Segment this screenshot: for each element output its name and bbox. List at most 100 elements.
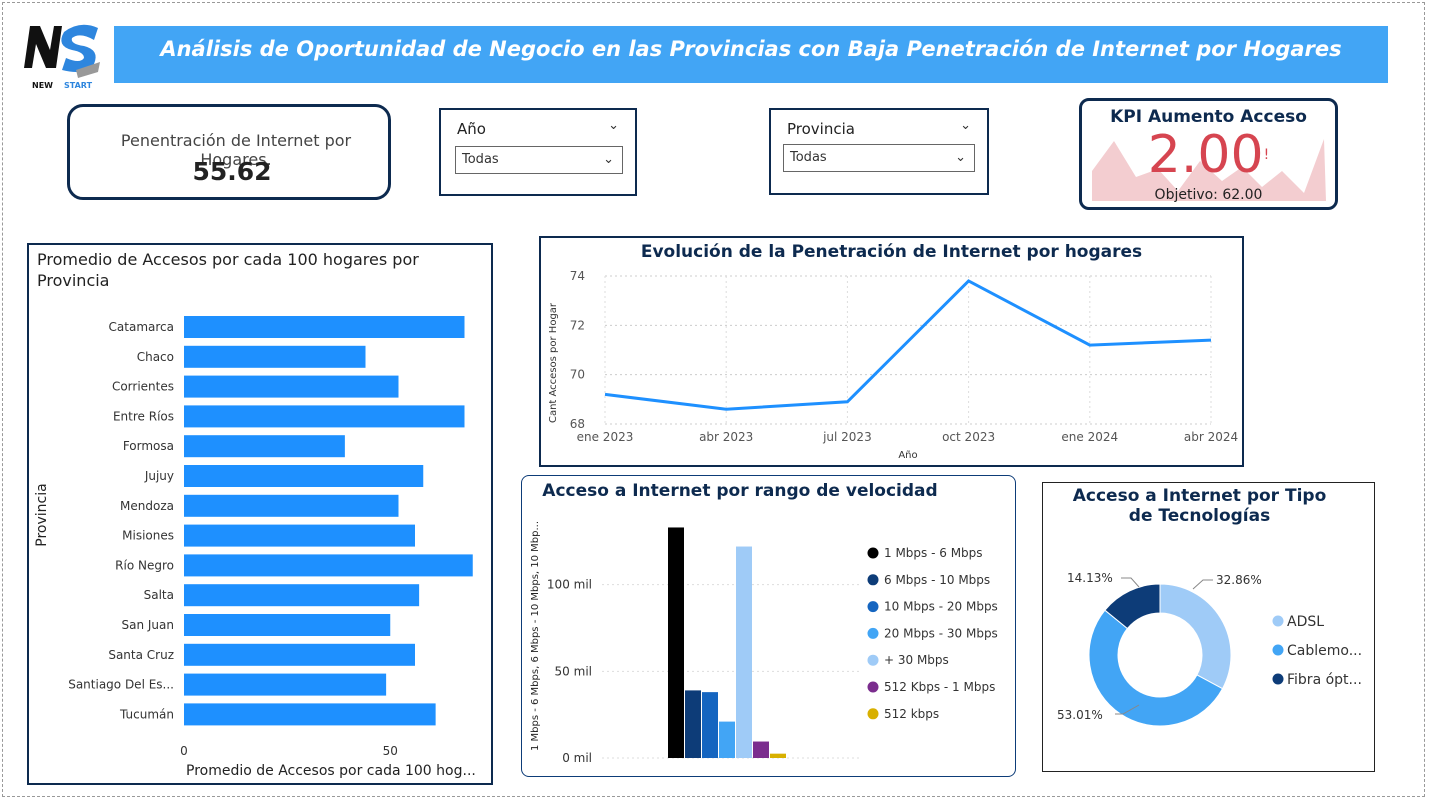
leader-line: [1192, 579, 1213, 590]
legend-label: 1 Mbps - 6 Mbps: [884, 546, 983, 560]
line-x-tick-label: ene 2024: [1061, 430, 1118, 444]
legend-marker: [867, 601, 879, 613]
year-slicer-label: Año: [457, 120, 486, 138]
kpi-growth-card: KPI Aumento Acceso 2.00! Objetivo: 62.00: [1079, 98, 1338, 210]
year-dropdown-value: Todas: [462, 152, 499, 167]
speed-bar: [685, 690, 701, 758]
province-dropdown-value: Todas: [790, 150, 827, 165]
legend-label: 10 Mbps - 20 Mbps: [884, 600, 998, 614]
page-title: Análisis de Oportunidad de Negocio en la…: [114, 26, 1388, 83]
province-tick-label: Río Negro: [115, 558, 174, 572]
province-tick-label: Misiones: [122, 529, 174, 543]
donut-chart-title: Acceso a Internet por Tipo de Tecnología…: [1072, 486, 1327, 526]
legend-marker: [1272, 673, 1284, 685]
kpi-growth-target: Objetivo: 62.00: [1154, 187, 1263, 203]
legend-marker: [867, 574, 879, 586]
province-bar: [184, 524, 415, 547]
legend-marker: [867, 654, 879, 666]
legend-label: + 30 Mbps: [884, 653, 949, 667]
technology-donut-chart: 32.86% 53.01% 14.13% ADSL Cablemo... Fibra óp…: [1057, 571, 1362, 727]
province-chart-title: Promedio de Accesos por cada 100 hogares…: [37, 250, 419, 290]
chevron-down-icon[interactable]: ⌄: [608, 118, 619, 133]
speed-y-tick-label: 50 mil: [555, 664, 592, 678]
province-tick-label: Entre Ríos: [113, 409, 174, 423]
province-dropdown[interactable]: Todas ⌄: [783, 144, 975, 172]
province-tick-label: Santa Cruz: [108, 648, 174, 662]
leader-line: [1121, 577, 1140, 588]
province-slicer: Provincia ⌄ Todas ⌄: [769, 108, 989, 195]
speed-y-axis-label: 1 Mbps - 6 Mbps, 6 Mbps - 10 Mbps, 10 Mb…: [530, 521, 541, 751]
speed-bar-chart: 1 Mbps - 6 Mbps, 6 Mbps - 10 Mbps, 10 Mb…: [530, 521, 998, 765]
province-bar: [184, 614, 391, 636]
x-axis-label: Promedio de Accesos por cada 100 hog...: [186, 763, 476, 779]
province-tick-label: Jujuy: [144, 469, 174, 483]
province-slicer-label: Provincia: [787, 120, 855, 138]
logo-sub-b: START: [64, 81, 93, 90]
legend-marker: [1272, 644, 1284, 656]
speed-bar: [719, 721, 735, 758]
year-dropdown[interactable]: Todas ⌄: [455, 146, 623, 174]
technology-donut-panel: Acceso a Internet por Tipo de Tecnología…: [1042, 482, 1375, 772]
province-bar: [184, 554, 473, 577]
donut-slice: [1088, 609, 1224, 727]
speed-bar: [770, 753, 786, 758]
donut-value-label: 14.13%: [1067, 571, 1113, 585]
line-x-tick-label: jul 2023: [822, 430, 872, 444]
line-y-tick-label: 68: [570, 417, 585, 431]
province-tick-label: San Juan: [122, 618, 175, 632]
legend-label: 20 Mbps - 30 Mbps: [884, 626, 998, 640]
legend-label: Cablemo...: [1287, 643, 1362, 659]
kpi-growth-title: KPI Aumento Acceso: [1110, 107, 1307, 127]
province-bar: [184, 405, 465, 428]
line-y-tick-label: 72: [570, 318, 585, 332]
speed-bar-chart-panel: Acceso a Internet por rango de velocidad…: [521, 475, 1016, 777]
line-x-axis-label: Año: [898, 450, 917, 461]
province-tick-label: Tucumán: [119, 707, 174, 721]
legend-label: 512 kbps: [884, 707, 939, 721]
province-tick-label: Catamarca: [109, 320, 174, 334]
penetration-line-chart: Cant Accesos por Hogar Año 68 70 72 74 ene 2…: [548, 269, 1238, 461]
province-bar: [184, 465, 424, 487]
speed-chart-title: Acceso a Internet por rango de velocidad: [542, 481, 938, 501]
legend-label: 6 Mbps - 10 Mbps: [884, 573, 990, 587]
province-bar: [184, 316, 465, 338]
province-bar: [184, 584, 420, 607]
donut-value-label: 53.01%: [1057, 708, 1103, 722]
province-tick-label: Mendoza: [120, 499, 174, 513]
kpi-growth-value: 2.00!: [1082, 125, 1335, 185]
line-x-tick-label: ene 2023: [577, 430, 634, 444]
province-bar: [184, 703, 436, 726]
legend-marker: [867, 708, 879, 720]
legend-marker: [1272, 615, 1284, 627]
kpi-card-label: Penentración de Internet por Hogares.: [120, 131, 352, 169]
speed-bar: [702, 692, 718, 758]
y-axis-label: Provincia: [34, 483, 50, 546]
line-y-axis-label: Cant Accesos por Hogar: [548, 302, 559, 423]
province-tick-label: Santiago Del Es...: [68, 678, 174, 692]
chevron-down-icon: ⌄: [603, 152, 614, 167]
speed-bar: [753, 741, 769, 758]
province-bar: [184, 494, 399, 517]
logo-sub-a: NEW: [32, 81, 53, 90]
speed-y-tick-label: 0 mil: [562, 751, 592, 765]
legend-marker: [867, 547, 879, 559]
line-y-tick-label: 74: [570, 269, 585, 283]
chevron-down-icon[interactable]: ⌄: [960, 118, 971, 133]
province-bar: [184, 345, 366, 368]
kpi-growth-number: 2.00: [1147, 125, 1264, 185]
province-bar: [184, 375, 399, 398]
speed-y-tick-label: 100 mil: [547, 578, 592, 592]
donut-slice: [1104, 583, 1161, 630]
penetration-kpi-card: Penentración de Internet por Hogares. 55…: [67, 104, 391, 200]
line-x-tick-label: abr 2023: [699, 430, 753, 444]
kpi-card-value: 55.62: [192, 157, 272, 186]
speed-bar: [668, 527, 684, 758]
donut-value-label: 32.86%: [1216, 573, 1262, 587]
donut-slice: [1159, 583, 1232, 690]
line-chart-title: Evolución de la Penetración de Internet …: [640, 242, 1143, 262]
chevron-down-icon: ⌄: [955, 150, 966, 165]
line-x-tick-label: abr 2024: [1184, 430, 1238, 444]
x-tick-label: 0: [180, 744, 188, 758]
kpi-trend-area: [1092, 139, 1326, 201]
